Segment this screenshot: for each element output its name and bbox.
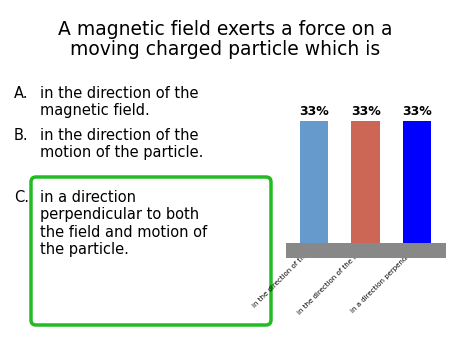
Text: 33%: 33%: [402, 105, 432, 118]
Polygon shape: [286, 243, 446, 258]
Text: B.: B.: [14, 128, 29, 143]
Text: in the direction of the
magnetic field.: in the direction of the magnetic field.: [40, 86, 198, 118]
Text: C.: C.: [14, 190, 29, 205]
Text: in a direction
perpendicular to both
the field and motion of
the particle.: in a direction perpendicular to both the…: [40, 190, 207, 257]
Text: 33%: 33%: [299, 105, 329, 118]
Text: A magnetic field exerts a force on a: A magnetic field exerts a force on a: [58, 20, 392, 39]
Bar: [351, 121, 380, 243]
Text: 33%: 33%: [351, 105, 381, 118]
Text: moving charged particle which is: moving charged particle which is: [70, 40, 380, 59]
Text: A.: A.: [14, 86, 28, 101]
Text: in the direction of the
motion of the particle.: in the direction of the motion of the pa…: [40, 128, 203, 161]
Bar: [403, 121, 432, 243]
Bar: [300, 121, 328, 243]
